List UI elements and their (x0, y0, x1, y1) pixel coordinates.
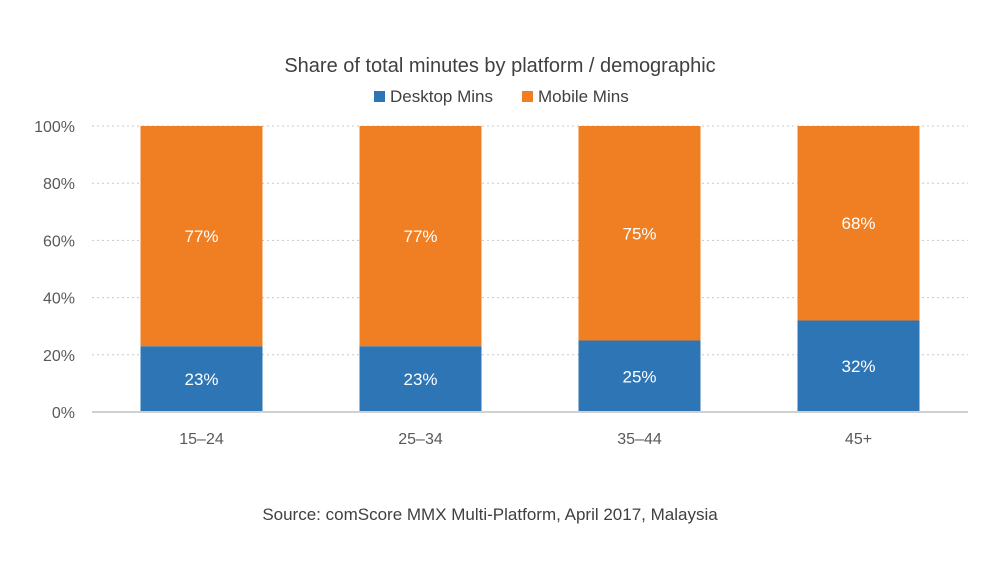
bar-mobile-mins (140, 126, 263, 347)
legend-swatch (522, 91, 533, 102)
data-label: 77% (184, 227, 218, 246)
x-tick-label: 25–34 (398, 431, 443, 448)
y-tick-label: 100% (34, 119, 75, 136)
data-label: 32% (841, 357, 875, 376)
bars: 23% 77% 23% 77% 25% 75% 32% 68% (140, 126, 920, 412)
data-label: 25% (622, 367, 656, 386)
y-tick-label: 80% (43, 176, 75, 193)
bar-mobile-mins (578, 126, 701, 341)
legend: Desktop Mins Mobile Mins (374, 87, 629, 106)
bar-desktop-mins (140, 346, 263, 412)
data-label: 23% (184, 370, 218, 389)
bar-mobile-mins (797, 126, 920, 321)
x-tick-label: 45+ (845, 431, 872, 448)
y-tick-label: 0% (52, 405, 75, 422)
legend-label: Mobile Mins (538, 87, 629, 106)
y-axis: 0% 20% 40% 60% 80% 100% (34, 119, 75, 422)
x-tick-label: 15–24 (179, 431, 224, 448)
data-label: 68% (841, 214, 875, 233)
y-tick-label: 60% (43, 233, 75, 250)
x-tick-label: 35–44 (617, 431, 662, 448)
bar-desktop-mins (359, 346, 482, 412)
source-note: Source: comScore MMX Multi-Platform, Apr… (262, 505, 718, 524)
bar-desktop-mins (797, 320, 920, 412)
bar-desktop-mins (578, 340, 701, 412)
chart-title: Share of total minutes by platform / dem… (284, 55, 715, 77)
legend-label: Desktop Mins (390, 87, 493, 106)
data-label: 23% (403, 370, 437, 389)
bar-mobile-mins (359, 126, 482, 347)
y-tick-label: 40% (43, 291, 75, 308)
legend-swatch (374, 91, 385, 102)
x-axis: 15–24 25–34 35–44 45+ (92, 411, 968, 448)
y-tick-label: 20% (43, 348, 75, 365)
data-label: 77% (403, 227, 437, 246)
data-label: 75% (622, 224, 656, 243)
